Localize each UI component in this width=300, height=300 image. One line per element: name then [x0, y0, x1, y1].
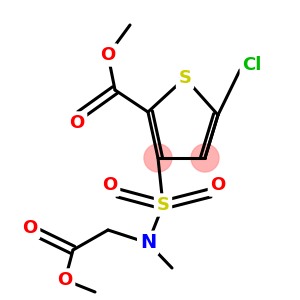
Text: S: S: [157, 196, 169, 214]
Text: O: O: [22, 219, 38, 237]
Text: O: O: [57, 271, 73, 289]
Text: O: O: [69, 114, 85, 132]
Text: Cl: Cl: [242, 56, 262, 74]
Text: O: O: [210, 176, 226, 194]
Text: S: S: [178, 69, 191, 87]
Text: O: O: [102, 176, 118, 194]
Text: N: N: [140, 233, 156, 253]
Circle shape: [191, 144, 219, 172]
Circle shape: [144, 144, 172, 172]
Text: O: O: [100, 46, 116, 64]
